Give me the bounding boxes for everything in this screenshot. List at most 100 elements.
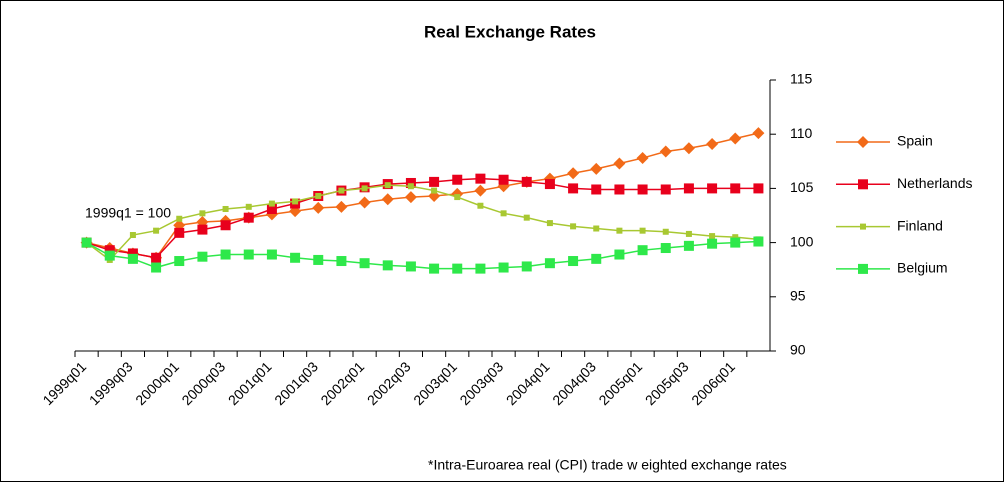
marker: [660, 184, 671, 195]
marker: [243, 212, 254, 223]
y-tick-label: 110: [790, 125, 813, 141]
marker: [104, 245, 115, 256]
marker: [176, 215, 183, 222]
marker: [382, 260, 393, 271]
y-tick-label: 105: [790, 179, 814, 195]
marker: [312, 201, 325, 214]
marker: [523, 214, 530, 221]
marker: [521, 261, 532, 272]
legend-label: Finland: [897, 217, 943, 233]
marker: [197, 251, 208, 262]
marker: [568, 256, 579, 267]
marker: [637, 245, 648, 256]
marker: [685, 230, 692, 237]
marker: [683, 183, 694, 194]
marker: [266, 249, 277, 260]
marker: [660, 243, 671, 254]
legend-label: Belgium: [897, 260, 948, 276]
marker: [591, 253, 602, 264]
marker: [475, 173, 486, 184]
marker: [151, 262, 162, 273]
marker: [429, 263, 440, 274]
marker: [662, 228, 669, 235]
marker: [570, 223, 577, 230]
legend-marker: [858, 179, 868, 190]
marker: [683, 240, 694, 251]
marker: [637, 184, 648, 195]
marker: [614, 249, 625, 260]
marker: [174, 227, 185, 238]
marker: [222, 205, 229, 212]
marker: [404, 191, 417, 204]
marker: [153, 227, 160, 234]
legend-label: Netherlands: [897, 175, 973, 191]
marker: [452, 263, 463, 274]
marker: [220, 249, 231, 260]
marker: [546, 220, 553, 227]
legend-marker: [858, 263, 868, 274]
marker: [127, 248, 138, 259]
marker: [752, 127, 765, 140]
marker: [338, 187, 345, 194]
marker: [197, 224, 208, 235]
marker: [616, 227, 623, 234]
marker: [591, 184, 602, 195]
marker: [544, 258, 555, 269]
marker: [381, 193, 394, 206]
marker: [474, 184, 487, 197]
marker: [81, 237, 92, 248]
marker: [384, 182, 391, 189]
marker: [521, 176, 532, 187]
legend-marker: [860, 223, 866, 230]
y-tick-label: 95: [790, 288, 806, 304]
marker: [336, 256, 347, 267]
marker: [292, 198, 299, 205]
marker: [361, 185, 368, 192]
y-tick-label: 115: [790, 71, 813, 87]
marker: [590, 162, 603, 175]
marker: [199, 210, 206, 217]
marker: [498, 174, 509, 185]
marker: [614, 184, 625, 195]
marker: [613, 157, 626, 170]
marker: [290, 252, 301, 263]
marker: [709, 233, 716, 240]
marker: [268, 200, 275, 207]
marker: [359, 258, 370, 269]
y-tick-label: 90: [790, 342, 806, 358]
marker: [452, 174, 463, 185]
marker: [358, 196, 371, 209]
marker: [707, 183, 718, 194]
marker: [753, 183, 764, 194]
series-line: [86, 184, 759, 261]
marker: [753, 236, 764, 247]
marker: [454, 194, 461, 201]
marker: [567, 167, 580, 180]
marker: [639, 227, 646, 234]
annotation: 1999q1 = 100: [85, 205, 171, 221]
marker: [245, 203, 252, 210]
marker: [477, 202, 484, 209]
marker: [431, 187, 438, 194]
marker: [151, 252, 162, 263]
marker: [544, 179, 555, 190]
marker: [129, 232, 136, 239]
marker: [729, 132, 742, 145]
marker: [405, 261, 416, 272]
marker: [730, 237, 741, 248]
marker: [498, 262, 509, 273]
marker: [407, 183, 414, 190]
marker: [730, 183, 741, 194]
marker: [475, 263, 486, 274]
marker: [243, 249, 254, 260]
marker: [104, 250, 115, 261]
legend-label: Spain: [897, 133, 933, 149]
marker: [220, 220, 231, 231]
y-tick-label: 100: [790, 233, 814, 249]
footnote: *Intra-Euroarea real (CPI) trade w eight…: [428, 457, 787, 473]
chart-title: Real Exchange Rates: [424, 22, 596, 41]
marker: [266, 203, 277, 214]
marker: [707, 238, 718, 249]
